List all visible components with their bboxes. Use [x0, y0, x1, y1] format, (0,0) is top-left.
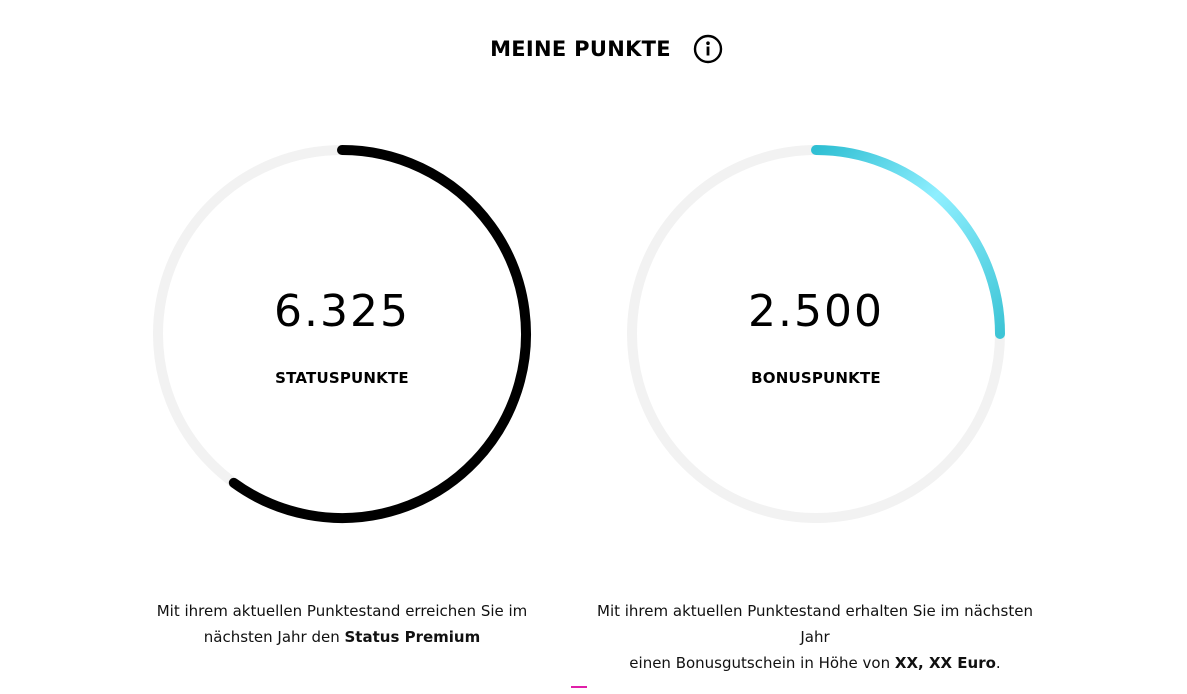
bonus-voucher-amount: XX, XX Euro [894, 654, 996, 672]
pager-indicator[interactable] [571, 686, 587, 688]
status-description: Mit ihrem aktuellen Punktestand erreiche… [142, 598, 542, 650]
bonus-description-line2: einen Bonusgutschein in Höhe von XX, XX … [595, 650, 1035, 676]
bonus-points-gauge: 2.500 BONUSPUNKTE [626, 144, 1006, 524]
status-points-label: STATUSPUNKTE [275, 369, 409, 387]
status-points-gauge: 6.325 STATUSPUNKTE [152, 144, 532, 524]
bonus-description: Mit ihrem aktuellen Punktestand erhalten… [595, 598, 1035, 676]
bonus-points-value: 2.500 [748, 286, 884, 337]
info-icon[interactable] [693, 34, 723, 64]
bonus-points-label: BONUSPUNKTE [751, 369, 881, 387]
bonus-gauge-ring [627, 145, 1005, 523]
bonus-description-prefix: einen Bonusgutschein in Höhe von [629, 654, 895, 672]
status-description-prefix: nächsten Jahr den [203, 628, 345, 646]
bonus-description-suffix: . [995, 654, 1001, 672]
page-title: MEINE PUNKTE [490, 37, 671, 61]
status-points-value: 6.325 [274, 286, 410, 337]
status-description-line1: Mit ihrem aktuellen Punktestand erreiche… [156, 602, 528, 620]
status-description-line2: nächsten Jahr den Status Premium [142, 624, 542, 650]
status-gauge-progress [228, 145, 531, 523]
header: MEINE PUNKTE [0, 34, 1187, 64]
bonus-description-line1: Mit ihrem aktuellen Punktestand erhalten… [597, 602, 1033, 646]
status-level-name: Status Premium [344, 628, 481, 646]
status-gauge-ring [153, 145, 531, 523]
bonus-gauge-progress [811, 145, 1005, 339]
